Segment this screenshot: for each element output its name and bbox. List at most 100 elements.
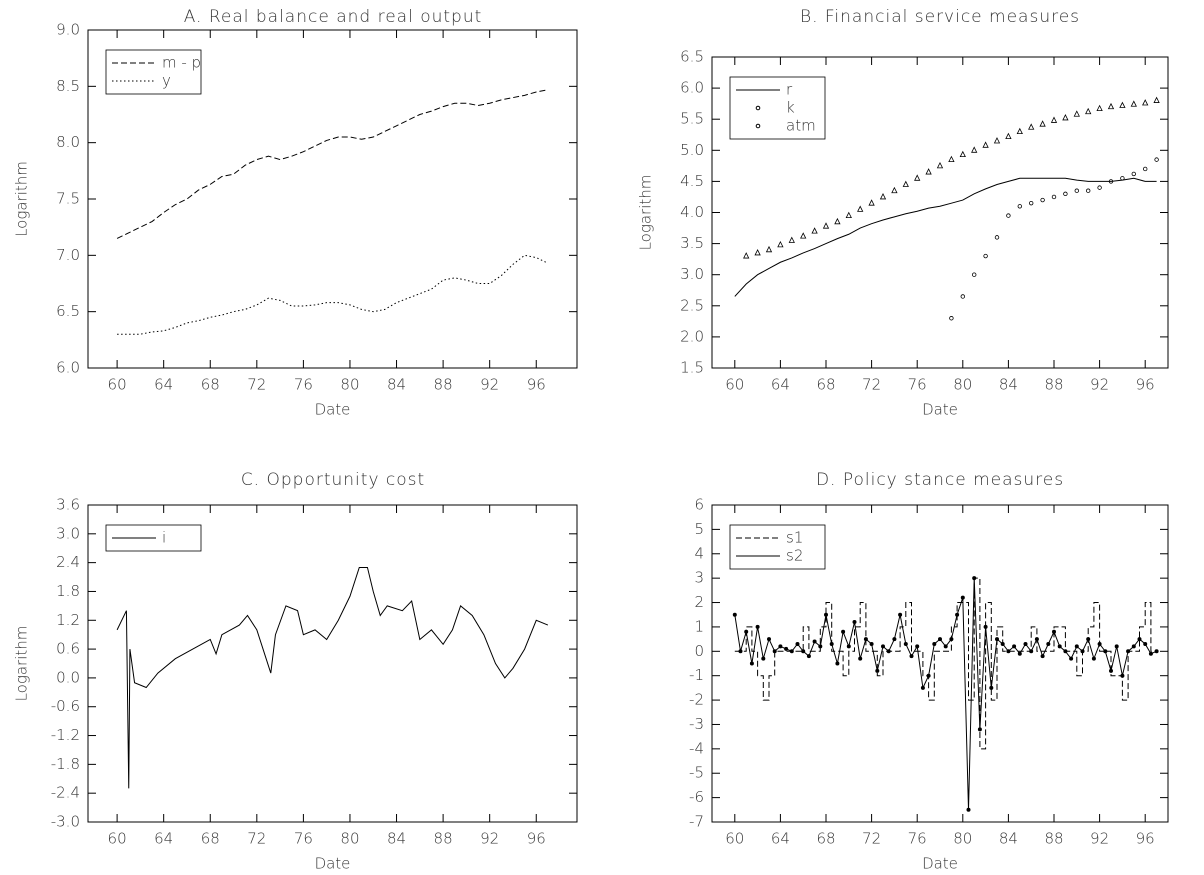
x-tick-label: 80 [340, 376, 359, 394]
legend-label: s2 [786, 547, 803, 565]
marker [1012, 644, 1017, 649]
y-tick-label: 6 [694, 496, 704, 514]
y-tick-label: -1 [689, 666, 704, 684]
marker [829, 641, 834, 646]
x-tick-label: 72 [247, 376, 266, 394]
y-tick-label: -3 [689, 715, 704, 733]
marker [948, 155, 955, 163]
marker [995, 637, 999, 642]
series-line [734, 577, 1157, 750]
panel-title: D. Policy stance measures [816, 470, 1064, 490]
legend-box [729, 76, 826, 140]
x-tick-label: 96 [527, 376, 546, 394]
marker [959, 150, 966, 158]
x-tick-label: 64 [771, 376, 790, 394]
y-tick-label: 1.8 [56, 582, 80, 600]
y-axis-label: Logarithm [13, 626, 31, 702]
y-tick-label: 7.0 [56, 246, 80, 264]
marker [778, 644, 783, 649]
marker [977, 727, 982, 732]
x-tick-label: 60 [725, 376, 744, 394]
marker [983, 253, 988, 259]
marker [983, 624, 988, 629]
x-tick-label: 96 [1136, 830, 1155, 848]
marker [915, 644, 920, 649]
y-tick-label: 8.5 [56, 77, 80, 95]
marker [943, 644, 948, 649]
marker [1108, 179, 1114, 184]
y-tick-label: 4 [694, 544, 704, 562]
legend-label: y [162, 72, 171, 90]
marker [938, 637, 942, 642]
x-tick-label: 84 [999, 376, 1018, 394]
x-axis-label: Date [922, 401, 958, 419]
marker [1080, 649, 1085, 654]
y-tick-label: 2.0 [680, 327, 704, 345]
marker [738, 649, 743, 654]
panel-title: B. Financial service measures [800, 7, 1080, 27]
y-tick-label: 2 [694, 593, 704, 611]
x-tick-label: 92 [480, 376, 499, 394]
y-tick-label: 3.0 [680, 265, 704, 283]
marker [1142, 99, 1149, 106]
legend-label: m - p [162, 54, 201, 72]
x-tick-label: 80 [953, 376, 972, 394]
y-tick-label: 5.5 [680, 110, 704, 128]
marker [1097, 641, 1102, 646]
marker [909, 654, 914, 659]
y-tick-label: 3.5 [680, 234, 704, 252]
marker [858, 656, 863, 661]
marker [789, 649, 794, 654]
series-line [734, 177, 1157, 297]
marker [1073, 110, 1080, 117]
marker [898, 612, 903, 617]
marker [875, 668, 880, 673]
y-tick-label: -5 [689, 764, 704, 782]
y-tick-label: -6 [689, 788, 704, 806]
marker [892, 637, 897, 642]
y-axis-label: Logarithm [13, 161, 31, 237]
marker [801, 649, 806, 654]
marker [920, 685, 925, 690]
legend-label: r [786, 81, 793, 99]
marker [767, 637, 771, 642]
marker [1137, 637, 1142, 642]
x-tick-label: 64 [154, 376, 173, 394]
y-tick-label: 4.0 [680, 203, 704, 221]
y-tick-label: -7 [689, 813, 704, 831]
marker [835, 661, 840, 666]
marker [1148, 651, 1153, 656]
legend-box [105, 49, 202, 95]
marker [1040, 654, 1045, 659]
marker [1091, 656, 1096, 661]
y-tick-label: 3 [694, 569, 704, 587]
y-tick-label: -4 [689, 739, 704, 757]
x-tick-label: 96 [1136, 376, 1155, 394]
marker [1040, 197, 1045, 203]
marker [1050, 116, 1058, 123]
legend-label: atm [786, 117, 816, 135]
x-tick-label: 60 [108, 376, 127, 394]
legend-label: k [786, 99, 795, 117]
y-tick-label: 4.5 [680, 172, 704, 190]
x-tick-label: 96 [527, 830, 546, 848]
marker [1120, 673, 1125, 678]
x-tick-label: 80 [340, 830, 359, 848]
marker [971, 146, 978, 153]
marker [914, 174, 921, 181]
legend-box [729, 524, 826, 570]
marker [1016, 127, 1023, 135]
y-tick-label: 1.2 [56, 611, 80, 629]
marker [1143, 641, 1148, 646]
marker [765, 245, 773, 253]
marker [822, 222, 830, 229]
marker [972, 272, 977, 277]
marker [1006, 213, 1011, 218]
x-tick-label: 88 [1044, 830, 1063, 848]
x-tick-label: 84 [999, 830, 1018, 848]
marker [841, 629, 846, 634]
x-tick-label: 72 [862, 376, 881, 394]
y-tick-label: 2.5 [680, 296, 704, 314]
marker [936, 161, 944, 169]
marker [926, 673, 931, 678]
